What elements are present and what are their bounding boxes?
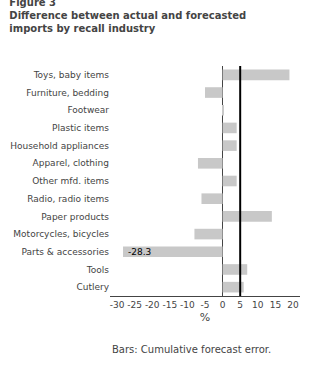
svg-text:Household appliances: Household appliances: [10, 141, 109, 151]
svg-text:Tools: Tools: [86, 265, 109, 275]
svg-text:Toys, baby items: Toys, baby items: [33, 70, 110, 80]
svg-text:-15: -15: [162, 300, 177, 310]
svg-text:%: %: [200, 311, 210, 324]
svg-text:Other mfd. items: Other mfd. items: [32, 176, 109, 186]
svg-text:5: 5: [237, 300, 243, 310]
svg-text:Furniture, bedding: Furniture, bedding: [26, 88, 109, 98]
svg-text:0: 0: [220, 300, 226, 310]
svg-text:Apparel, clothing: Apparel, clothing: [33, 158, 109, 168]
svg-text:-5: -5: [201, 300, 210, 310]
svg-text:Motorcycles, bicycles: Motorcycles, bicycles: [13, 229, 109, 239]
svg-text:-30: -30: [110, 300, 125, 310]
svg-text:Radio, radio items: Radio, radio items: [27, 194, 109, 204]
svg-text:20: 20: [287, 300, 299, 310]
svg-text:Parts & accessories: Parts & accessories: [22, 247, 110, 257]
svg-text:15: 15: [270, 300, 281, 310]
svg-text:10: 10: [252, 300, 264, 310]
svg-text:Cutlery: Cutlery: [76, 282, 109, 292]
svg-text:Figure 3Difference between act: Figure 3Difference between actual and fo…: [9, 0, 246, 34]
svg-text:-10: -10: [180, 300, 195, 310]
svg-text:Footwear: Footwear: [67, 105, 109, 115]
svg-text:-25: -25: [127, 300, 142, 310]
svg-text:Paper products: Paper products: [41, 212, 109, 222]
svg-text:Bars: Cumulative forecast erro: Bars: Cumulative forecast error.: [112, 344, 271, 355]
svg-text:-28.3: -28.3: [128, 247, 151, 257]
svg-text:-20: -20: [145, 300, 160, 310]
svg-text:Plastic items: Plastic items: [52, 123, 109, 133]
